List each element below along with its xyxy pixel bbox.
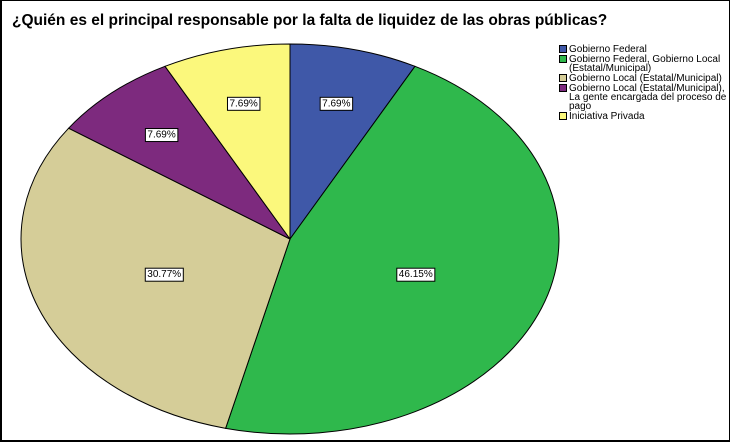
legend-label: Gobierno Local (Estatal/Municipal) bbox=[569, 73, 722, 84]
data-label-text: 46.15% bbox=[399, 269, 433, 280]
data-label: 7.69% bbox=[226, 96, 261, 111]
legend-label: Gobierno Local (Estatal/Municipal), La g… bbox=[569, 83, 727, 112]
chart-title: ¿Quién es el principal responsable por l… bbox=[12, 12, 607, 29]
legend-item: Gobierno Local (Estatal/Municipal) bbox=[559, 73, 729, 84]
legend-item: Gobierno Local (Estatal/Municipal), La g… bbox=[559, 83, 729, 112]
data-label-text: 7.69% bbox=[322, 98, 350, 109]
legend-swatch bbox=[559, 84, 567, 92]
data-label: 7.69% bbox=[319, 96, 354, 111]
legend-item: Gobierno Federal, Gobierno Local (Estata… bbox=[559, 54, 729, 74]
data-label-box bbox=[144, 128, 179, 143]
legend-item: Gobierno Federal bbox=[559, 44, 729, 55]
legend-swatch bbox=[559, 74, 567, 82]
pie-slice bbox=[164, 43, 291, 241]
legend-swatch bbox=[559, 45, 567, 53]
pie-slice bbox=[67, 65, 291, 240]
legend-label: Gobierno Federal, Gobierno Local (Estata… bbox=[569, 54, 721, 74]
data-label: 30.77% bbox=[144, 267, 184, 282]
data-label: 46.15% bbox=[396, 267, 436, 282]
data-label-box bbox=[319, 96, 354, 111]
legend-label: Iniciativa Privada bbox=[569, 111, 645, 122]
data-label-box bbox=[144, 267, 184, 282]
data-label-text: 30.77% bbox=[147, 269, 181, 280]
legend: Gobierno Federal Gobierno Federal, Gobier… bbox=[559, 45, 729, 122]
legend-label: Gobierno Federal bbox=[569, 44, 647, 55]
pie-slice bbox=[289, 43, 416, 241]
data-label-box bbox=[226, 96, 261, 111]
pie-slice bbox=[224, 65, 560, 435]
legend-swatch bbox=[559, 55, 567, 63]
data-label-text: 7.69% bbox=[147, 130, 175, 141]
data-label-box bbox=[396, 267, 436, 282]
legend-swatch bbox=[559, 112, 567, 120]
data-label-text: 7.69% bbox=[229, 98, 257, 109]
legend-item: Iniciativa Privada bbox=[559, 111, 729, 122]
data-label: 7.69% bbox=[144, 128, 179, 143]
